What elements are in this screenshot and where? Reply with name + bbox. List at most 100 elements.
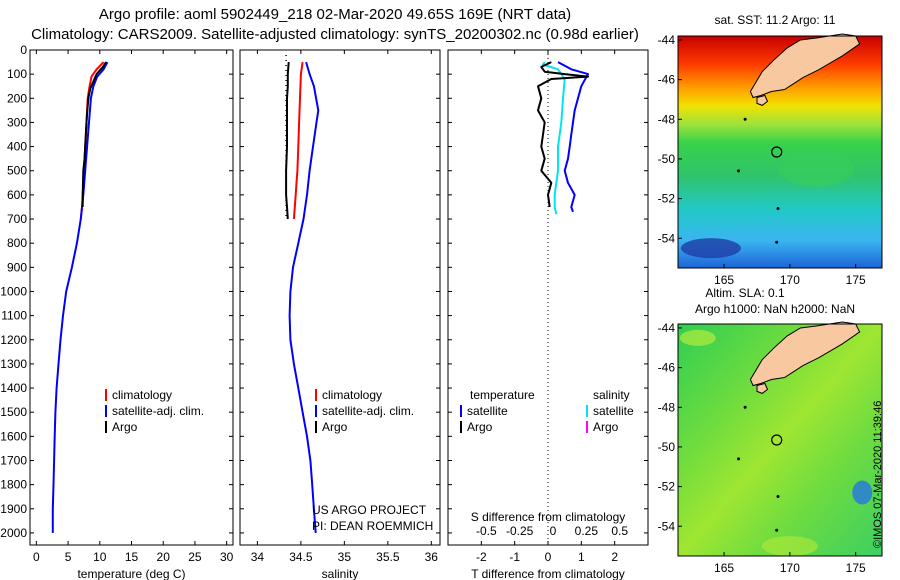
depth-tick-label: 1200 (0, 333, 27, 347)
sla-patch (852, 480, 873, 505)
depth-tick-label: 500 (7, 164, 27, 178)
temperature-xtick-label: 25 (188, 550, 202, 564)
depth-tick-label: 0 (20, 43, 27, 57)
sst_map-landmass (749, 33, 861, 99)
sst_map-frame (677, 35, 883, 269)
differences-series-temperature-argo (537, 61, 589, 208)
s-diff-tick-label: 0 (550, 524, 557, 538)
credit-line-1: US ARGO PROJECT (312, 503, 427, 517)
sla_map-xtick-label: 165 (714, 561, 734, 575)
sla_map-xtick-label: 175 (846, 561, 866, 575)
differences-xtick-label: 1 (578, 550, 585, 564)
sla_map-landmass (749, 321, 861, 387)
salinity-legend-label: climatology (322, 388, 382, 402)
title-line-2: Climatology: CARS2009. Satellite-adjuste… (31, 26, 639, 43)
credit-line-2: PI: DEAN ROEMMICH (312, 519, 433, 533)
salinity-xlabel: salinity (322, 567, 359, 580)
diff-legend-label: satellite (467, 404, 508, 418)
sla_map-islet (737, 457, 741, 461)
sla_map-ytick-label: -52 (658, 480, 676, 494)
salinity-legend-label: Argo (322, 420, 348, 434)
depth-tick-label: 600 (7, 188, 27, 202)
sst_map-ytick-label: -44 (658, 33, 676, 47)
sla-patch (679, 329, 716, 346)
depth-tick-label: 1900 (0, 502, 27, 516)
sst_map-ytick-label: -52 (658, 192, 676, 206)
temperature-plot-frame (29, 49, 234, 546)
sla_map-frame (677, 323, 883, 557)
diff-legend-label: satellite (593, 404, 634, 418)
s-diff-tick-label: 0.5 (611, 524, 628, 538)
salinity-series-satellite-adj-clim- (288, 61, 320, 533)
temperature-xlabel: temperature (deg C) (77, 567, 185, 580)
salinity-xtick-label: 34 (251, 550, 265, 564)
depth-tick-label: 2000 (0, 526, 27, 540)
depth-tick-label: 100 (7, 67, 27, 81)
differences-series-salinity-satellite (542, 61, 566, 215)
title-line-1: Argo profile: aoml 5902449_218 02-Mar-20… (98, 6, 572, 23)
depth-tick-label: 900 (7, 260, 27, 274)
sst-patch (680, 238, 741, 259)
s-diff-tick-label: -0.5 (476, 524, 497, 538)
differences-xtick-label: -1 (509, 550, 520, 564)
sla_map-islet (743, 405, 747, 409)
s-diff-tick-label: 0.25 (575, 524, 599, 538)
sst_map-ytick-label: -46 (658, 73, 676, 87)
diff-legend-temperature-title: temperature (470, 388, 535, 402)
sst_map-ytick-label: -48 (658, 112, 676, 126)
depth-tick-label: 400 (7, 140, 27, 154)
depth-tick-label: 800 (7, 236, 27, 250)
differences-xtick-label: 2 (611, 550, 618, 564)
depth-tick-label: 1700 (0, 453, 27, 467)
diff-legend-label: Argo (593, 420, 619, 434)
sla_map-argo-marker (771, 434, 783, 446)
sst_map-xtick-label: 165 (714, 273, 734, 287)
salinity-xtick-label: 34.5 (289, 550, 313, 564)
salinity-series-climatology (292, 61, 304, 220)
sst-patch (778, 150, 855, 187)
differences-series-temperature-satellite (557, 61, 589, 213)
differences-xtick-label: 0 (545, 550, 552, 564)
sst_map-islet (743, 117, 747, 121)
sst_map-argo-marker (771, 146, 783, 158)
sst_map-islet (776, 207, 780, 211)
depth-tick-label: 1600 (0, 429, 27, 443)
sla_map-ytick-label: -50 (658, 440, 676, 454)
sla-patch (761, 536, 818, 557)
sla_map-ytick-label: -48 (658, 400, 676, 414)
sst_map-ytick-label: -50 (658, 152, 676, 166)
sla_map-ytick-label: -54 (658, 519, 676, 533)
sla_map-island (756, 382, 769, 394)
depth-tick-label: 700 (7, 212, 27, 226)
temperature-xtick-label: 5 (65, 550, 72, 564)
s-diff-tick-label: -0.25 (506, 524, 534, 538)
temperature-legend-label: Argo (112, 420, 138, 434)
sla-map-title-line-1: Altim. SLA: 0.1 (705, 286, 785, 300)
sst_map-islet (737, 169, 741, 173)
temperature-xtick-label: 30 (220, 550, 234, 564)
differences-xtick-label: -2 (476, 550, 487, 564)
sst_map-xtick-label: 175 (846, 273, 866, 287)
sst_map-xtick-label: 170 (780, 273, 800, 287)
depth-tick-label: 300 (7, 115, 27, 129)
depth-tick-label: 1100 (1, 309, 27, 323)
sst_map-island (756, 94, 769, 106)
depth-tick-label: 1800 (0, 478, 27, 492)
s-diff-axis-label: S difference from climatology (471, 510, 626, 524)
imos-stamp: ©IMOS 07-Mar-2020 11:39:46 (872, 400, 884, 548)
depth-tick-label: 1400 (0, 381, 27, 395)
depth-tick-label: 1500 (0, 405, 27, 419)
salinity-xtick-label: 35 (338, 550, 352, 564)
depth-tick-label: 1300 (0, 357, 27, 371)
sst_map-islet (775, 240, 779, 244)
salinity-plot-frame (239, 49, 441, 546)
salinity-legend-label: satellite-adj. clim. (322, 404, 414, 418)
sla_map-xtick-label: 170 (780, 561, 800, 575)
diff-legend-label: Argo (467, 420, 493, 434)
temperature-legend-label: climatology (112, 388, 172, 402)
temperature-xtick-label: 0 (33, 550, 40, 564)
temperature-xtick-label: 10 (93, 550, 107, 564)
sla_map-ytick-label: -46 (658, 361, 676, 375)
sla-map-title-line-2: Argo h1000: NaN h2000: NaN (695, 302, 855, 316)
